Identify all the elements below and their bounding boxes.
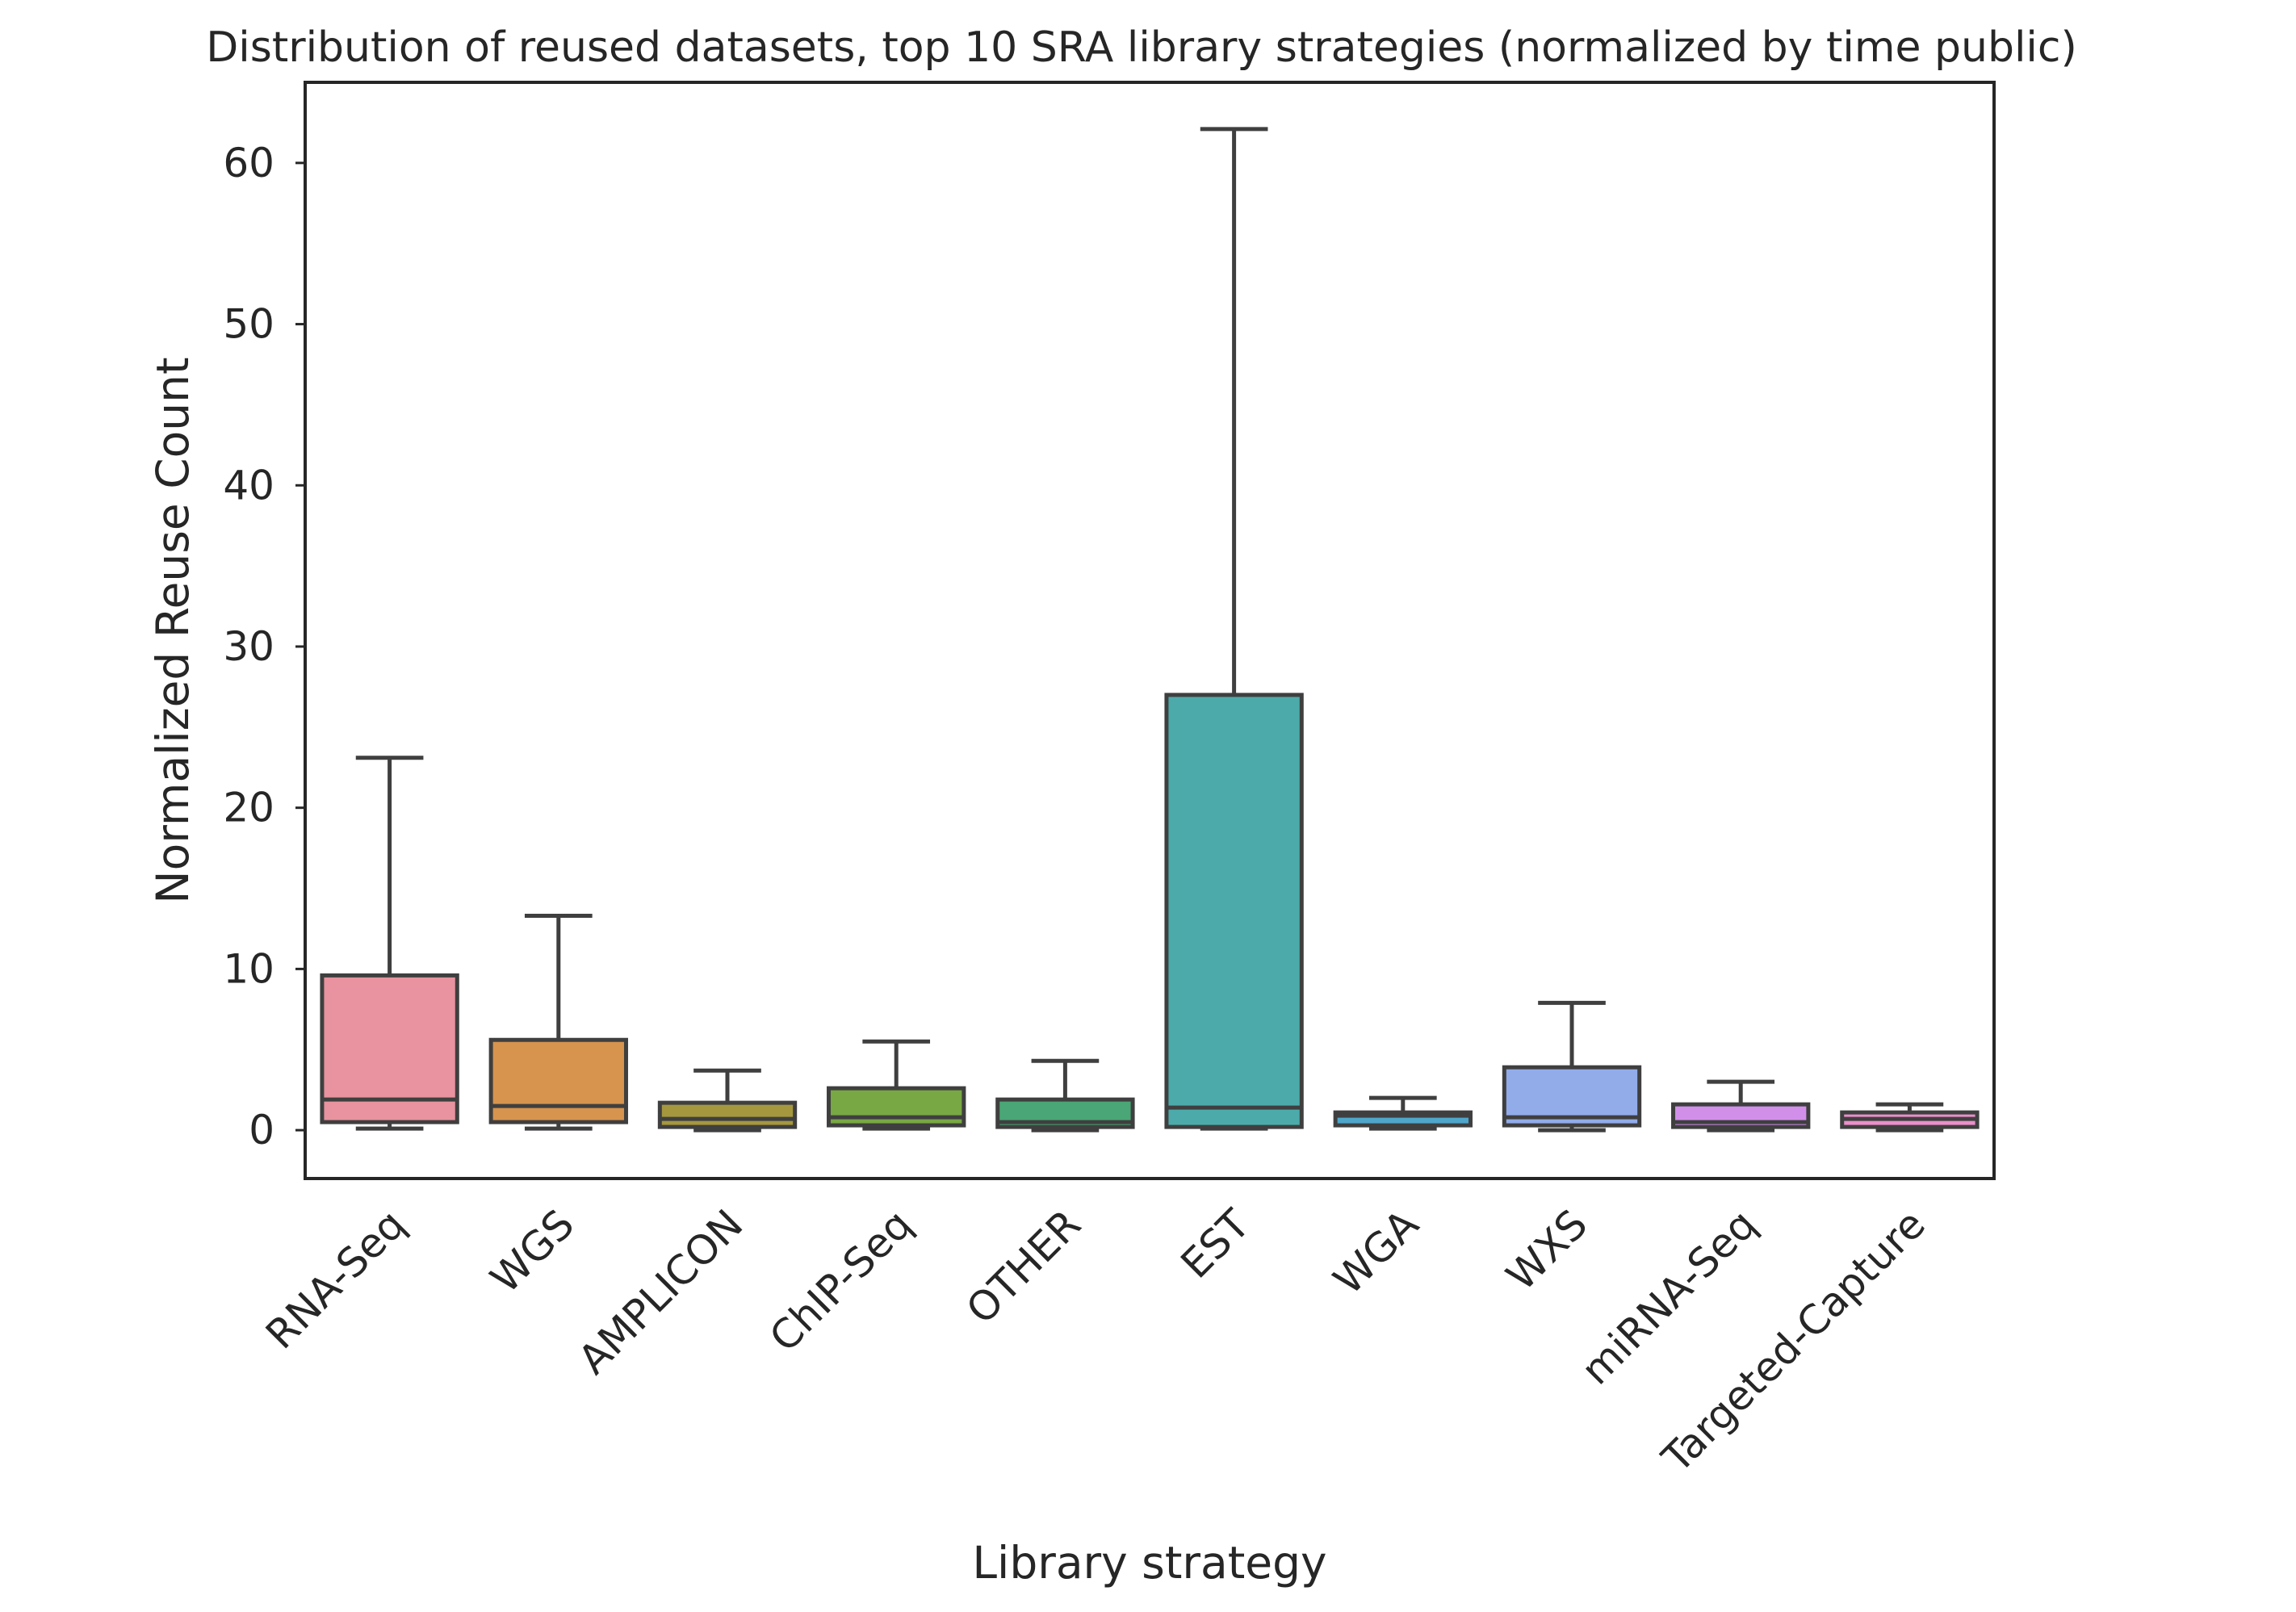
box-group [657, 1068, 798, 1133]
y-tick-label: 20 [223, 785, 274, 831]
y-tick-label: 50 [223, 301, 274, 348]
y-axis-label: Normalized Reuse Count [147, 357, 199, 903]
iqr-box [827, 1086, 966, 1128]
box-group [1671, 1079, 1811, 1133]
box-group [827, 1039, 966, 1131]
box-group [1333, 1095, 1473, 1131]
chart-title: Distribution of reused datasets, top 10 … [206, 23, 2077, 72]
y-tick-label: 40 [223, 462, 274, 509]
y-tick-label: 10 [223, 945, 274, 992]
box-group [995, 1058, 1135, 1133]
iqr-box [1164, 693, 1304, 1129]
box-group [1840, 1102, 1980, 1133]
y-tick-label: 30 [223, 623, 274, 670]
y-tick-label: 0 [249, 1107, 274, 1154]
box-group [488, 913, 628, 1131]
iqr-box [488, 1037, 628, 1124]
y-axis: 0 10 20 30 40 50 60 [223, 140, 305, 1154]
plot-frame [304, 81, 1996, 1180]
plot-area [320, 127, 1980, 1133]
box-group [1164, 127, 1304, 1131]
x-axis-label: Library strategy [972, 1537, 1326, 1589]
box-group [320, 756, 459, 1131]
box-group [1502, 1000, 1642, 1133]
y-tick-label: 60 [223, 140, 274, 186]
iqr-box [657, 1100, 798, 1129]
